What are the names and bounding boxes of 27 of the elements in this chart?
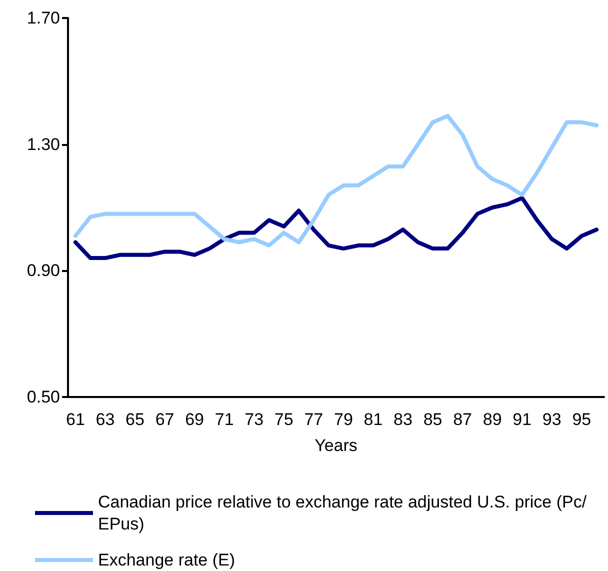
x-tick-label: 91 bbox=[512, 410, 532, 429]
y-tick-label: 1.70 bbox=[26, 8, 60, 28]
x-tick-label: 89 bbox=[482, 410, 502, 429]
x-tick-label: 75 bbox=[274, 410, 294, 429]
x-tick-label: 69 bbox=[185, 410, 204, 429]
x-tick-label: 67 bbox=[155, 410, 174, 429]
x-tick-label: 85 bbox=[423, 410, 442, 429]
legend-label: Canadian price relative to exchange rate adjusted U.S. price (Pc/EPus) bbox=[98, 492, 587, 534]
x-tick-label: 81 bbox=[364, 410, 383, 429]
y-tick-label: 0.90 bbox=[26, 261, 60, 280]
x-tick-label: 73 bbox=[244, 410, 264, 429]
legend-label: Exchange rate (E) bbox=[98, 550, 236, 570]
x-tick-label: 71 bbox=[214, 410, 234, 429]
x-tick-label: 93 bbox=[542, 410, 562, 429]
x-tick-label: 61 bbox=[66, 410, 85, 429]
x-tick-label: 77 bbox=[304, 410, 324, 429]
line-series bbox=[73, 114, 599, 248]
x-axis-title: Years bbox=[314, 436, 358, 455]
line-series bbox=[73, 196, 599, 260]
x-tick-label: 79 bbox=[334, 410, 353, 429]
y-tick-label: 0.50 bbox=[26, 388, 60, 406]
y-tick-label: 1.30 bbox=[26, 134, 60, 154]
x-tick-label: 63 bbox=[96, 410, 115, 429]
x-tick-label: 95 bbox=[572, 410, 592, 429]
x-tick-label: 83 bbox=[394, 410, 412, 429]
x-tick-label: 87 bbox=[453, 410, 472, 429]
x-tick-label: 65 bbox=[126, 410, 144, 429]
